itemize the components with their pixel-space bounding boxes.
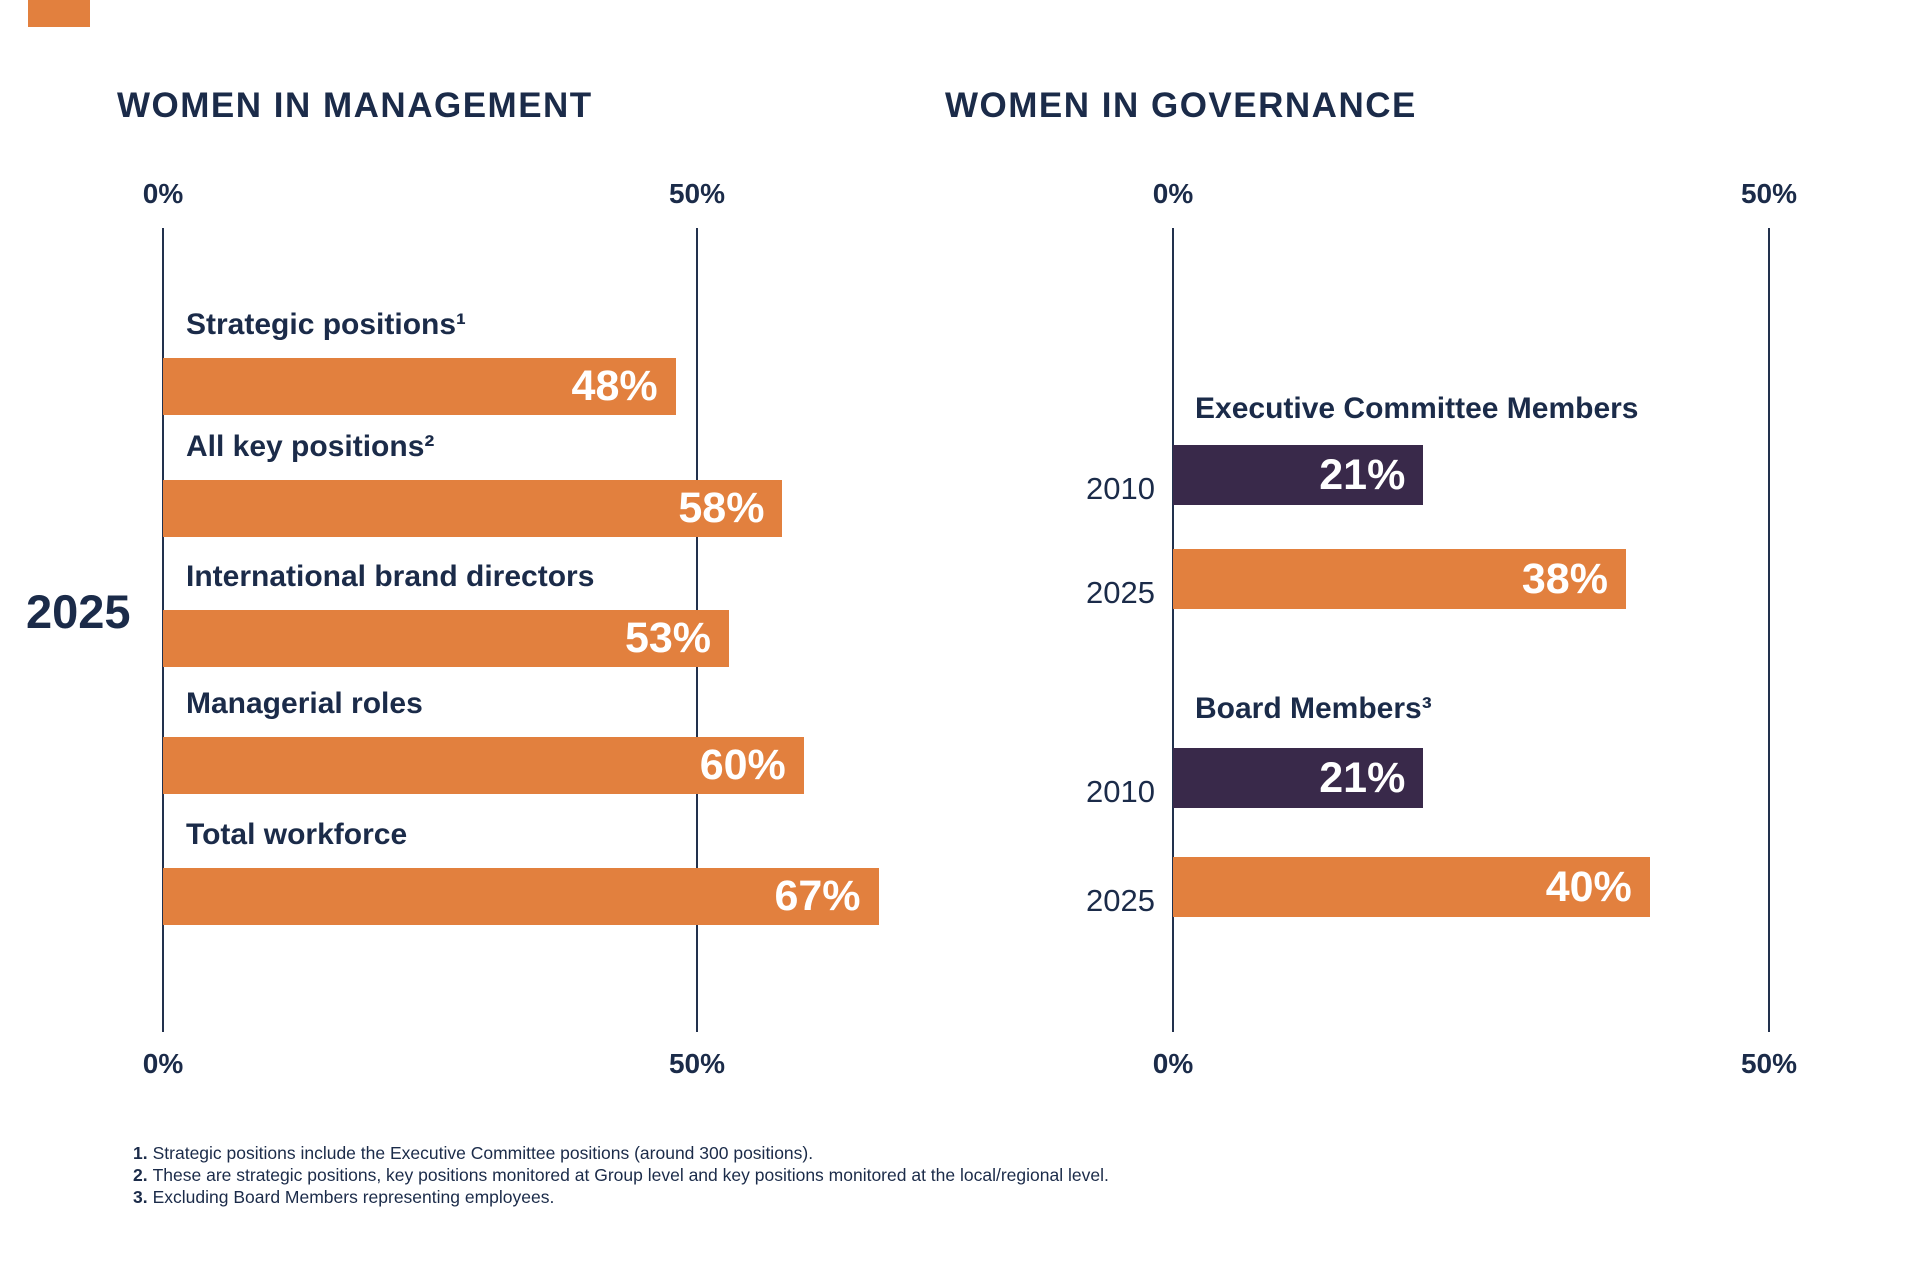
footnote-2-text: These are strategic positions, key posit…	[152, 1165, 1109, 1185]
footnote-2-number: 2.	[133, 1165, 148, 1185]
governance-gridline-0	[1172, 228, 1174, 1032]
bar-value-label: 38%	[1521, 554, 1608, 603]
bar-exec-2025: 38%	[1173, 549, 1626, 609]
management-axis-tick-50-bottom: 50%	[668, 1048, 726, 1079]
footnote-3: 3. Excluding Board Members representing e…	[133, 1187, 554, 1208]
management-year-label: 2025	[26, 585, 131, 638]
governance-axis-tick-0-bottom: 0%	[1152, 1048, 1194, 1079]
governance-gridline-50	[1768, 228, 1770, 1032]
footnote-3-number: 3.	[133, 1187, 148, 1207]
bar-value-label: 67%	[774, 872, 861, 920]
governance-chart-title: WOMEN IN GOVERNANCE	[945, 86, 1417, 125]
row-label-exec-2025: 2025	[1086, 575, 1155, 610]
group-heading-executive-committee: Executive Committee Members	[1195, 392, 1639, 425]
bar-value-label: 40%	[1545, 862, 1632, 911]
category-label-international-brand-directors: International brand directors	[186, 560, 595, 593]
bar-value-label: 48%	[571, 362, 658, 410]
bar-strategic-positions: 48%	[163, 358, 676, 415]
bar-total-workforce: 67%	[163, 868, 879, 925]
bar-value-label: 21%	[1319, 450, 1406, 499]
bar-value-label: 58%	[678, 484, 765, 532]
footnote-1: 1. Strategic positions include the Execut…	[133, 1143, 813, 1164]
category-label-total-workforce: Total workforce	[186, 818, 408, 851]
bar-exec-2010: 21%	[1173, 445, 1424, 505]
bar-board-2010: 21%	[1173, 748, 1424, 808]
row-label-exec-2010: 2010	[1086, 471, 1155, 506]
row-label-board-2010: 2010	[1086, 774, 1155, 809]
bar-all-key-positions: 58%	[163, 480, 783, 537]
footnote-1-number: 1.	[133, 1143, 148, 1163]
category-label-strategic-positions: Strategic positions¹	[186, 308, 467, 341]
bar-international-brand-directors: 53%	[163, 610, 730, 667]
governance-axis-tick-50-bottom: 50%	[1740, 1048, 1798, 1079]
footnote-2: 2. These are strategic positions, key pos…	[133, 1165, 1109, 1186]
management-axis-tick-0-bottom: 0%	[142, 1048, 184, 1079]
governance-axis-tick-50-top: 50%	[1740, 178, 1798, 209]
management-axis-tick-0-top: 0%	[142, 178, 184, 209]
category-label-all-key-positions: All key positions²	[186, 430, 435, 463]
bar-value-label: 53%	[624, 614, 712, 662]
corner-accent-bar	[28, 0, 90, 27]
management-chart-title: WOMEN IN MANAGEMENT	[117, 86, 593, 125]
category-label-managerial-roles: Managerial roles	[186, 687, 423, 720]
group-heading-board-members: Board Members³	[1195, 692, 1432, 725]
bar-board-2025: 40%	[1173, 857, 1650, 917]
bar-value-label: 21%	[1319, 753, 1406, 802]
bar-value-label: 60%	[699, 741, 786, 789]
footnote-3-text: Excluding Board Members representing emp…	[152, 1187, 555, 1207]
footnote-1-text: Strategic positions include the Executiv…	[152, 1143, 814, 1163]
management-axis-tick-50-top: 50%	[668, 178, 726, 209]
governance-axis-tick-0-top: 0%	[1152, 178, 1194, 209]
bar-managerial-roles: 60%	[163, 737, 804, 794]
row-label-board-2025: 2025	[1086, 883, 1155, 918]
